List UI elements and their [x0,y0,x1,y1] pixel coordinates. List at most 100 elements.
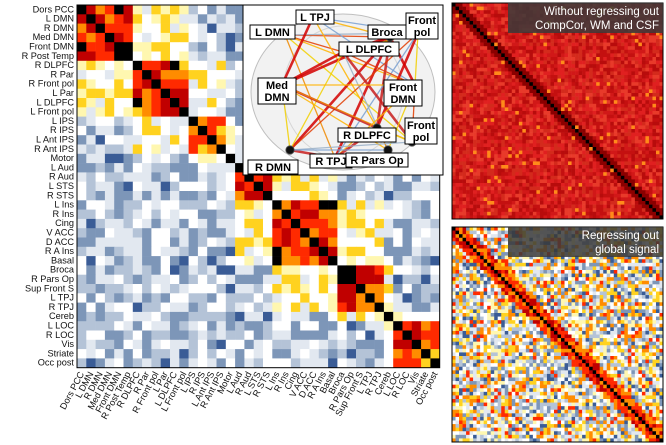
panel-cell [455,85,460,90]
matrix-cell [95,330,106,341]
panel-cell [641,60,646,65]
matrix-cell [253,256,264,266]
panel-cell [627,89,632,94]
panel-cell [497,107,502,112]
panel-cell [490,57,495,61]
panel-cell [490,28,495,33]
matrix-cell [328,191,338,201]
panel-cell [455,31,460,36]
matrix-cell [216,107,227,117]
row-label: L Par [52,88,74,98]
panel-cell [561,82,565,87]
panel-cell [571,60,576,65]
panel-cell [452,60,456,65]
panel-cell [582,118,586,123]
matrix-cell [197,42,208,52]
panel-cell [617,136,622,141]
panel-cell [645,161,650,166]
panel-cell [550,46,555,51]
panel-cell [522,53,527,58]
matrix-cell [114,153,124,164]
panel-cell [557,53,562,58]
panel-cell [455,49,460,54]
matrix-cell [207,209,217,220]
panel-cell [648,165,653,169]
panel-cell [473,39,477,43]
matrix-cell [77,274,87,285]
panel-cell [550,150,555,155]
panel-cell [473,172,477,177]
matrix-cell [430,265,440,275]
matrix-cell [197,23,208,34]
panel-cell [529,75,534,79]
panel-cell [515,100,520,105]
panel-cell [494,165,499,169]
panel-cell [522,64,527,69]
panel-cell [589,75,593,79]
panel-cell [557,139,562,144]
panel-cell [455,93,460,97]
panel-cell [557,193,562,198]
panel-cell [599,190,604,195]
panel-cell [490,107,495,112]
panel-cell [568,129,572,133]
matrix-cell [309,191,320,201]
panel-cell [610,193,615,198]
panel-cell [473,111,477,115]
panel-cell [508,35,513,40]
panel-cell [508,93,513,97]
panel-cell [518,114,523,119]
panel-cell [652,64,657,69]
matrix-cell [123,265,134,275]
panel-cell [536,121,541,126]
matrix-cell [77,135,87,145]
panel-cell [515,78,520,83]
panel-cell [620,132,625,137]
panel-cell [578,53,583,58]
matrix-cell [430,339,440,350]
panel-cell [550,179,555,184]
panel-cell [508,168,513,173]
panel-cell [455,147,460,151]
panel-cell [476,136,481,141]
panel-cell [515,82,520,87]
matrix-cell [95,339,106,350]
panel-cell [459,197,463,202]
panel-cell [631,103,636,108]
panel-cell [564,147,569,151]
panel-cell [575,168,579,173]
panel-cell [599,193,604,198]
panel-cell [627,64,632,69]
matrix-cell [430,228,440,238]
panel-cell [641,42,646,47]
matrix-cell [430,311,440,322]
row-label: Cereb [49,311,74,321]
panel-cell [473,35,477,40]
matrix-cell [114,265,124,275]
matrix-cell [179,339,189,350]
matrix-cell [123,163,134,173]
panel-cell [536,118,541,123]
panel-cell [452,161,456,166]
panel-cell [624,57,629,61]
panel-cell [529,139,534,144]
panel-cell [599,78,604,83]
panel-cell [543,42,548,47]
matrix-cell [142,135,152,145]
panel-cell [571,107,576,112]
matrix-cell [225,98,236,108]
panel-cell [490,17,495,22]
panel-cell [571,143,576,148]
panel-cell [638,42,643,47]
panel-cell [596,49,600,54]
matrix-cell [114,228,124,238]
panel-cell [648,125,653,130]
matrix-cell [197,218,208,229]
panel-cell [613,161,618,166]
panel-cell [610,100,615,105]
panel-cell [466,89,470,94]
matrix-cell [179,125,189,136]
panel-cell [648,71,653,76]
panel-cell [455,35,460,40]
panel-cell [476,93,481,97]
